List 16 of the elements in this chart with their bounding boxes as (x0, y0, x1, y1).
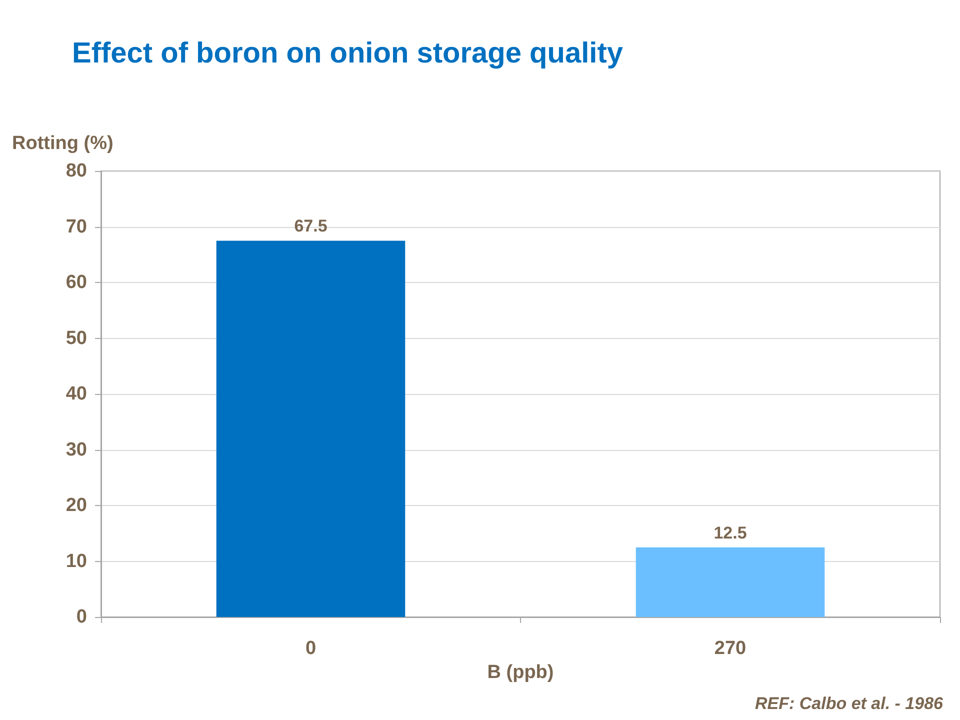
y-tick-label: 30 (66, 439, 87, 460)
y-tick-label: 80 (66, 160, 87, 182)
y-tick-label: 50 (66, 328, 87, 349)
y-tick-label: 60 (66, 272, 87, 293)
data-label: 67.5 (294, 216, 328, 236)
chart-title: Effect of boron on onion storage quality (72, 38, 623, 70)
x-tick-label: 270 (714, 638, 746, 659)
data-label: 12.5 (714, 523, 747, 542)
y-axis-title: Rotting (%) (12, 133, 114, 154)
y-tick-label: 20 (66, 495, 87, 516)
x-axis-title: B (ppb) (487, 662, 554, 683)
y-tick-label: 10 (66, 550, 87, 572)
text: REF: Calbo et al. - 1986 (755, 694, 944, 713)
y-tick-label: 70 (66, 216, 87, 238)
y-tick-label: 40 (66, 384, 87, 404)
y-tick-label: 0 (76, 606, 87, 628)
